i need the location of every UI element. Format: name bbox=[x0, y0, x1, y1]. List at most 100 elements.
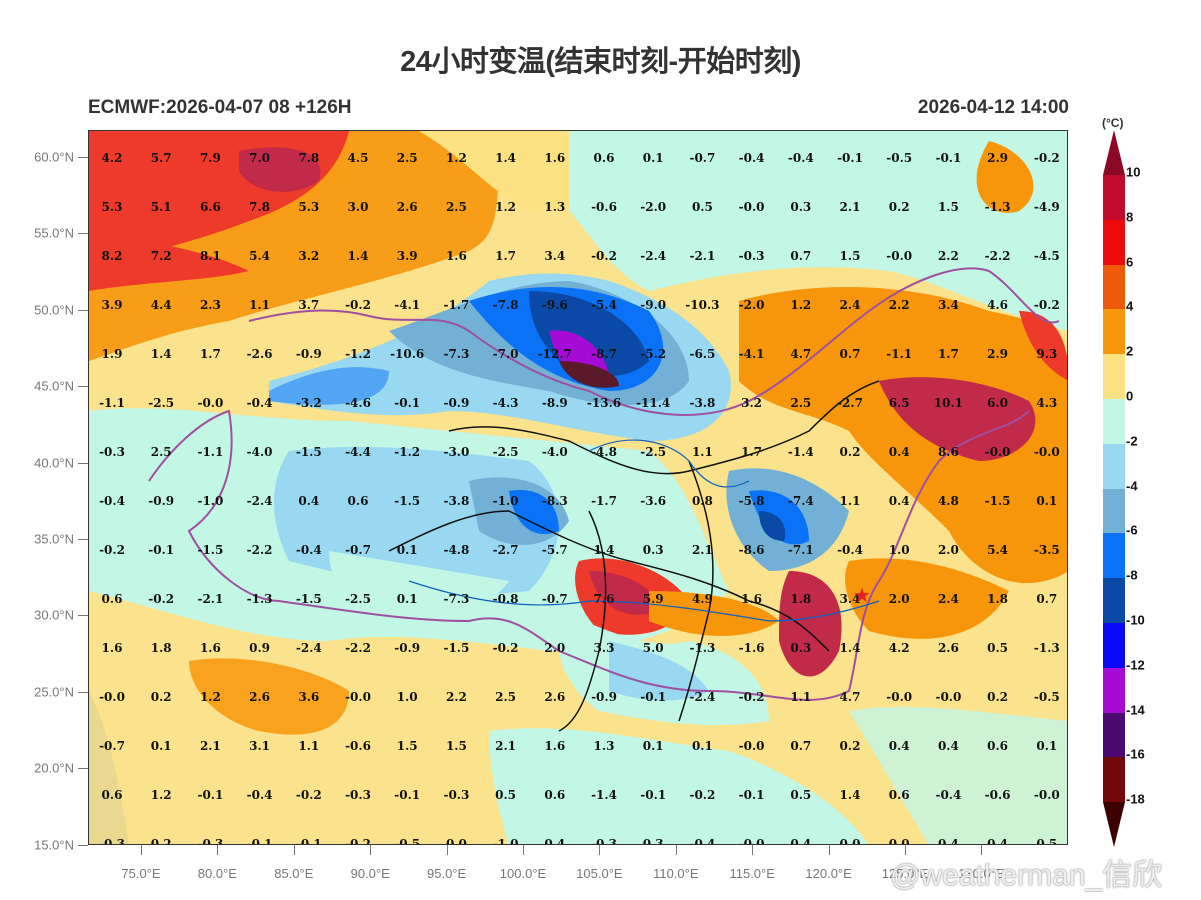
grid-value: 1.4 bbox=[839, 641, 861, 655]
grid-value: -1.5 bbox=[295, 445, 322, 459]
grid-value: 1.6 bbox=[101, 641, 123, 655]
y-tick-label: 45.0°N bbox=[34, 378, 74, 394]
grid-value: 7.0 bbox=[249, 151, 271, 165]
grid-value: -0.4 bbox=[837, 543, 863, 557]
grid-value: -12.7 bbox=[537, 347, 572, 361]
grid-value: 1.7 bbox=[937, 347, 959, 361]
grid-value: -0.2 bbox=[345, 837, 371, 845]
grid-value: -2.5 bbox=[640, 445, 667, 459]
grid-value: -7.8 bbox=[492, 298, 519, 312]
grid-value: 7.9 bbox=[199, 151, 221, 165]
grid-value: -1.3 bbox=[984, 200, 1011, 214]
grid-value: -4.1 bbox=[738, 347, 765, 361]
grid-value: 1.1 bbox=[249, 298, 271, 312]
grid-value: 1.7 bbox=[199, 347, 221, 361]
grid-value: -13.6 bbox=[586, 396, 622, 410]
x-tick-mark bbox=[293, 845, 295, 855]
grid-value: 5.0 bbox=[642, 641, 664, 655]
y-tick-label: 25.0°N bbox=[34, 684, 74, 700]
grid-value: 0.5 bbox=[691, 200, 713, 214]
grid-value: 0.6 bbox=[888, 788, 910, 802]
grid-value: 8.1 bbox=[199, 249, 221, 263]
y-tick-mark bbox=[78, 844, 88, 846]
grid-value: 2.3 bbox=[199, 298, 221, 312]
grid-value: -0.1 bbox=[197, 788, 224, 802]
grid-value: -6.5 bbox=[689, 347, 716, 361]
x-tick-mark bbox=[675, 845, 677, 855]
grid-value: 1.7 bbox=[741, 445, 763, 459]
grid-value: 4.2 bbox=[101, 151, 123, 165]
grid-value: -4.5 bbox=[1033, 249, 1060, 263]
grid-value: -2.7 bbox=[837, 396, 863, 410]
grid-value: -3.2 bbox=[295, 396, 322, 410]
grid-value: 1.1 bbox=[691, 445, 713, 459]
grid-value: -0.7 bbox=[99, 739, 125, 753]
x-tick-mark bbox=[141, 845, 142, 855]
grid-value: -3.0 bbox=[443, 445, 470, 459]
grid-value: 0.3 bbox=[642, 543, 664, 557]
grid-value: 1.4 bbox=[593, 543, 615, 557]
y-tick-label: 20.0°N bbox=[34, 760, 74, 776]
grid-value: 5.7 bbox=[150, 151, 172, 165]
grid-value: 0.2 bbox=[839, 739, 861, 753]
grid-value: -10.3 bbox=[685, 298, 720, 312]
grid-value: 2.2 bbox=[888, 298, 910, 312]
grid-value: 5.1 bbox=[150, 200, 172, 214]
colorbar-segment bbox=[1103, 667, 1125, 713]
grid-value: 1.0 bbox=[396, 690, 418, 704]
colorbar-label: -10 bbox=[1126, 612, 1145, 628]
grid-value: -0.4 bbox=[246, 396, 273, 410]
grid-value: -8.9 bbox=[541, 396, 568, 410]
grid-value: -0.2 bbox=[345, 298, 371, 312]
grid-value: 1.2 bbox=[199, 690, 221, 704]
grid-value: -3.6 bbox=[640, 494, 667, 508]
grid-value: 1.0 bbox=[888, 543, 910, 557]
grid-value: -1.1 bbox=[99, 396, 125, 410]
grid-value: -0.3 bbox=[591, 837, 617, 845]
grid-value: 0.5 bbox=[1036, 837, 1058, 845]
grid-value: -0.5 bbox=[1033, 690, 1060, 704]
grid-value: -1.0 bbox=[197, 494, 224, 508]
y-tick-mark bbox=[78, 539, 88, 540]
grid-value: 2.2 bbox=[445, 690, 467, 704]
colorbar-label: 8 bbox=[1126, 209, 1134, 225]
grid-value: -0.9 bbox=[148, 494, 175, 508]
grid-value: 4.3 bbox=[1036, 396, 1058, 410]
grid-value: -2.4 bbox=[640, 249, 667, 263]
grid-value: -0.6 bbox=[345, 739, 371, 753]
chart-title: 24小时变温(结束时刻-开始时刻) bbox=[400, 46, 801, 78]
grid-value: -0.3 bbox=[443, 788, 470, 802]
grid-value: 0.4 bbox=[544, 837, 566, 845]
grid-value: -0.2 bbox=[591, 249, 617, 263]
grid-value: 0.5 bbox=[495, 788, 517, 802]
colorbar-label: -6 bbox=[1126, 522, 1138, 538]
grid-value: 0.4 bbox=[888, 445, 910, 459]
grid-value: 2.9 bbox=[987, 151, 1009, 165]
x-tick-mark bbox=[217, 845, 219, 855]
grid-value: -4.0 bbox=[246, 445, 273, 459]
grid-value: 2.6 bbox=[544, 690, 566, 704]
grid-value: 2.5 bbox=[396, 151, 418, 165]
grid-value: 0.1 bbox=[396, 543, 418, 557]
grid-value: -1.7 bbox=[591, 494, 617, 508]
grid-value: 1.4 bbox=[150, 347, 172, 361]
grid-value: 1.5 bbox=[839, 249, 861, 263]
grid-value: -1.5 bbox=[984, 494, 1011, 508]
grid-value: 10.1 bbox=[933, 396, 964, 410]
grid-value: 3.9 bbox=[101, 298, 123, 312]
grid-value: 0.1 bbox=[396, 592, 418, 606]
grid-value: 4.5 bbox=[347, 151, 369, 165]
grid-value: -0.0 bbox=[345, 690, 371, 704]
grid-value: -1.3 bbox=[246, 592, 273, 606]
grid-value: -0.7 bbox=[689, 151, 716, 165]
grid-value: -0.0 bbox=[738, 739, 765, 753]
grid-value: -0.1 bbox=[640, 788, 667, 802]
x-tick-label: 120.0°E bbox=[805, 866, 852, 881]
colorbar-label: 0 bbox=[1126, 388, 1134, 404]
x-tick-label: 95.0°E bbox=[427, 866, 467, 881]
grid-value: -0.0 bbox=[738, 837, 765, 845]
grid-value: 3.4 bbox=[839, 592, 861, 606]
grid-value: -1.5 bbox=[394, 494, 421, 508]
grid-value: -4.0 bbox=[541, 445, 568, 459]
grid-value: 5.3 bbox=[298, 200, 320, 214]
